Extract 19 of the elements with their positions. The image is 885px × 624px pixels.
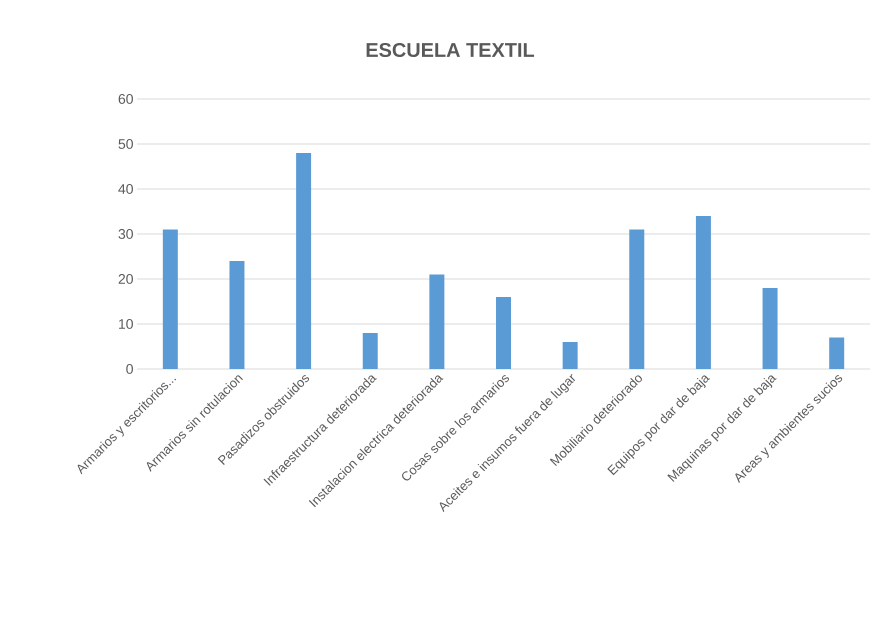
y-tick-label: 60: [118, 94, 133, 104]
chart-title: ESCUELA TEXTIL: [366, 42, 534, 58]
bar: [496, 296, 512, 369]
bar: [629, 229, 644, 369]
bar: [362, 332, 378, 369]
y-tick-label: 20: [118, 274, 133, 284]
y-tick-label: 40: [118, 184, 133, 194]
bar: [229, 260, 244, 369]
y-tick-label: 0: [126, 364, 133, 374]
bar: [429, 274, 444, 369]
bar: [296, 152, 312, 369]
y-tick-label: 50: [118, 139, 133, 149]
y-tick-label: 30: [118, 229, 133, 239]
bar: [562, 342, 578, 369]
bar: [162, 229, 178, 369]
bar: [762, 288, 778, 369]
bar: [696, 216, 711, 369]
bar: [829, 337, 844, 369]
y-tick-label: 10: [119, 319, 133, 329]
